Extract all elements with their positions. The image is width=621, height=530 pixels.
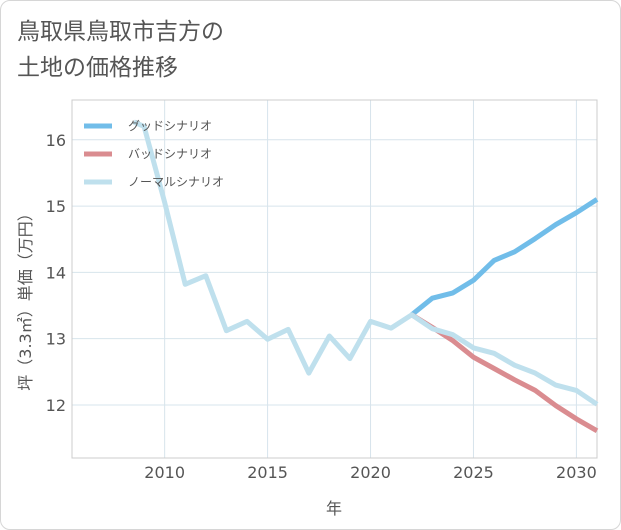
legend-label-bad: バッドシナリオ — [128, 147, 212, 161]
y-tick-label: 15 — [46, 197, 66, 216]
legend-label-normal: ノーマルシナリオ — [128, 175, 224, 189]
chart-title-line-2: 土地の価格推移 — [17, 55, 178, 81]
series-line-good — [410, 197, 599, 317]
series-lines — [132, 119, 599, 433]
x-tick-label: 2030 — [556, 463, 597, 482]
chart-title-line-1: 鳥取県鳥取市吉方の — [17, 19, 224, 45]
legend-label-good: グッドシナリオ — [128, 119, 212, 133]
axis-ticks: 2010 2015 2020 2025 2030 12 13 14 15 16 — [46, 131, 597, 482]
x-axis-label: 年 — [326, 499, 342, 518]
x-tick-label: 2010 — [144, 463, 185, 482]
y-tick-label: 13 — [46, 330, 66, 349]
y-tick-label: 14 — [46, 263, 66, 282]
y-tick-label: 16 — [46, 131, 66, 150]
x-tick-label: 2020 — [350, 463, 391, 482]
series-line-normal — [132, 119, 599, 407]
x-tick-label: 2015 — [247, 463, 288, 482]
y-tick-label: 12 — [46, 396, 66, 415]
plot-area-border — [71, 99, 598, 459]
chart-title: 鳥取県鳥取市吉方の 土地の価格推移 — [17, 14, 224, 86]
x-tick-label: 2025 — [453, 463, 494, 482]
y-axis-label: 坪（3.3㎡）単価（万円） — [16, 205, 35, 390]
